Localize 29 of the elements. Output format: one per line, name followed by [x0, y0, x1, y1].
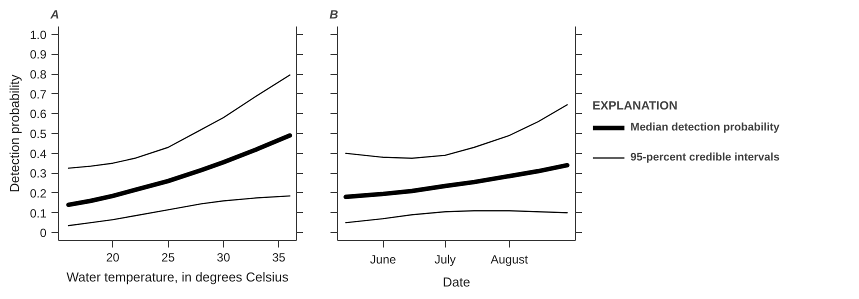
y-axis-title: Detection probability — [6, 74, 22, 192]
y-tick-label: 0.8 — [30, 68, 47, 82]
x-tick-label: 20 — [106, 250, 120, 264]
line-series — [68, 74, 290, 169]
x-tick-label: August — [490, 252, 529, 266]
y-tick-label: 0.7 — [30, 87, 47, 102]
x-tick-label: June — [370, 252, 396, 266]
legend-label: 95-percent credible intervals — [630, 152, 780, 164]
x-tick-label: 35 — [272, 250, 286, 264]
y-tick-label: 0.4 — [30, 146, 47, 161]
y-tick-label: 1.0 — [30, 28, 47, 42]
legend-title: EXPLANATION — [592, 98, 679, 112]
x-tick-label: 25 — [161, 250, 176, 264]
y-tick-label: 0.9 — [30, 48, 47, 62]
x-tick-label: July — [434, 252, 456, 266]
chart-title: B — [330, 8, 338, 22]
y-tick-label: 0.5 — [30, 127, 47, 141]
y-tick-label: 0.1 — [30, 206, 47, 220]
y-tick-label: 0.2 — [30, 186, 47, 200]
x-tick-label: 30 — [216, 250, 230, 264]
y-tick-label: 0 — [40, 226, 47, 240]
line-series — [66, 133, 292, 208]
y-tick-label: 0.6 — [30, 107, 47, 122]
x-axis-title: Water temperature, in degrees Celsius — [66, 270, 290, 284]
legend-label: Median detection probability — [630, 122, 780, 134]
y-tick-label: 0.3 — [30, 166, 47, 181]
line-series — [68, 195, 290, 226]
x-axis-title: Date — [442, 274, 470, 290]
chart-title: A — [50, 8, 60, 22]
